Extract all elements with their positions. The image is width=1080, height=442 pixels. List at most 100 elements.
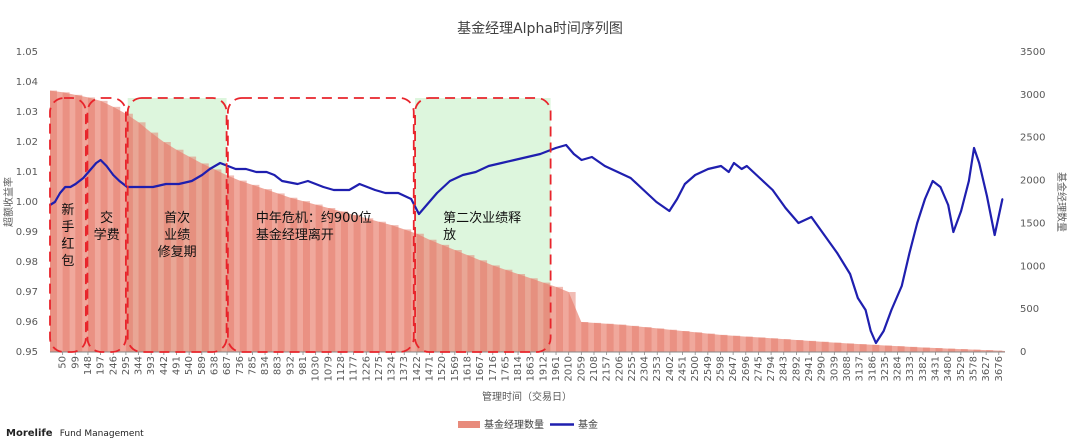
line-point bbox=[134, 186, 136, 188]
bar-mark bbox=[859, 344, 867, 352]
x-tick-label: 3627 bbox=[981, 356, 992, 381]
line-point bbox=[410, 198, 413, 200]
line-point bbox=[95, 162, 98, 164]
bar-mark bbox=[366, 218, 374, 352]
line-point bbox=[255, 171, 258, 173]
line-point bbox=[720, 165, 722, 167]
x-tick-label: 50 bbox=[58, 356, 69, 369]
bar-mark bbox=[189, 156, 197, 352]
bar-mark bbox=[505, 269, 513, 352]
line-point bbox=[580, 159, 583, 161]
line-point bbox=[924, 198, 926, 200]
line-point bbox=[694, 174, 697, 176]
bar-mark bbox=[113, 106, 121, 352]
y-right-tick-label: 1500 bbox=[1020, 218, 1045, 229]
bar-mark bbox=[720, 334, 728, 352]
line-point bbox=[947, 204, 950, 206]
annotation-label: 新 bbox=[61, 202, 74, 218]
line-point bbox=[177, 183, 180, 185]
bar-mark bbox=[442, 244, 450, 352]
x-tick-label: 2206 bbox=[614, 356, 625, 381]
line-point bbox=[856, 297, 859, 299]
annotation-label: 放 bbox=[443, 228, 456, 243]
line-point bbox=[554, 147, 557, 149]
line-point bbox=[1001, 198, 1004, 200]
bar-mark bbox=[568, 292, 576, 352]
x-tick-label: 687 bbox=[222, 356, 233, 375]
bar-mark bbox=[252, 184, 260, 352]
x-tick-label: 1569 bbox=[450, 356, 461, 381]
x-tick-label: 3039 bbox=[829, 356, 840, 381]
legend: 基金经理数量 基金 bbox=[458, 418, 598, 431]
line-point bbox=[784, 207, 787, 209]
legend-label-bar: 基金经理数量 bbox=[484, 418, 544, 431]
bar-mark bbox=[733, 335, 741, 352]
x-tick-label: 1912 bbox=[538, 356, 549, 381]
bar-mark bbox=[353, 214, 361, 352]
x-tick-label: 3284 bbox=[893, 356, 904, 381]
x-tick-label: 3235 bbox=[880, 356, 891, 381]
line-point bbox=[82, 177, 85, 179]
line-point bbox=[960, 210, 963, 212]
x-tick-label: 1863 bbox=[526, 356, 537, 381]
x-tick-label: 1520 bbox=[437, 356, 448, 381]
x-tick-label: 785 bbox=[247, 356, 258, 375]
bar-mark bbox=[644, 327, 652, 352]
line-point bbox=[64, 186, 67, 188]
x-tick-label: 3529 bbox=[956, 356, 967, 381]
x-tick-label: 3088 bbox=[842, 356, 853, 381]
bar-mark bbox=[530, 278, 538, 352]
line-point bbox=[449, 180, 451, 182]
legend-swatch-bar bbox=[458, 421, 480, 428]
line-point bbox=[322, 186, 325, 188]
bar-mark bbox=[328, 208, 336, 352]
bar-mark bbox=[518, 274, 526, 352]
bar-mark bbox=[657, 328, 665, 352]
bar-mark bbox=[50, 90, 57, 353]
x-tick-label: 2353 bbox=[652, 356, 663, 381]
x-tick-label: 1177 bbox=[349, 356, 360, 381]
x-tick-label: 2451 bbox=[678, 356, 689, 381]
x-tick-label: 491 bbox=[172, 356, 183, 375]
x-tick-label: 2941 bbox=[804, 356, 815, 381]
line-point bbox=[436, 192, 438, 194]
annotation-box bbox=[49, 97, 87, 353]
line-point bbox=[931, 180, 934, 182]
line-point bbox=[165, 183, 167, 185]
line-point bbox=[683, 183, 686, 185]
line-point bbox=[245, 168, 247, 170]
bar-mark bbox=[783, 339, 791, 352]
bar-mark bbox=[973, 349, 981, 352]
y-right-tick-label: 500 bbox=[1020, 304, 1039, 315]
line-point bbox=[836, 252, 839, 254]
y-left-tick-label: 1.00 bbox=[16, 197, 38, 208]
bar-mark bbox=[100, 100, 108, 352]
chart-title: 基金经理Alpha时间序列图 bbox=[457, 20, 623, 37]
line-point bbox=[54, 201, 56, 203]
line-point bbox=[234, 168, 237, 170]
line-point bbox=[890, 309, 893, 311]
annotation-label: 交 bbox=[100, 210, 113, 226]
bar-mark bbox=[176, 149, 184, 352]
line-point bbox=[474, 171, 477, 173]
x-tick-label: 932 bbox=[285, 356, 296, 375]
x-tick-label: 442 bbox=[159, 356, 170, 375]
x-tick-label: 2500 bbox=[690, 356, 701, 381]
line-point bbox=[374, 189, 376, 191]
line-point bbox=[418, 213, 420, 215]
bar-mark bbox=[429, 239, 437, 352]
x-tick-label: 1667 bbox=[475, 356, 486, 381]
x-tick-label: 1814 bbox=[513, 356, 524, 381]
bar-mark bbox=[467, 255, 475, 352]
bar-mark bbox=[910, 346, 918, 352]
y-left-tick-label: 0.95 bbox=[16, 347, 38, 358]
x-tick-label: 589 bbox=[197, 356, 208, 375]
x-tick-label: 1765 bbox=[500, 356, 511, 381]
x-tick-label: 295 bbox=[121, 356, 132, 375]
bar-mark bbox=[707, 333, 715, 352]
x-tick-label: 2059 bbox=[576, 356, 587, 381]
bar-mark bbox=[378, 221, 386, 352]
footer-brand-name: Morelife bbox=[6, 428, 53, 439]
x-tick-label: 1422 bbox=[412, 356, 423, 381]
x-tick-label: 1324 bbox=[387, 356, 398, 381]
